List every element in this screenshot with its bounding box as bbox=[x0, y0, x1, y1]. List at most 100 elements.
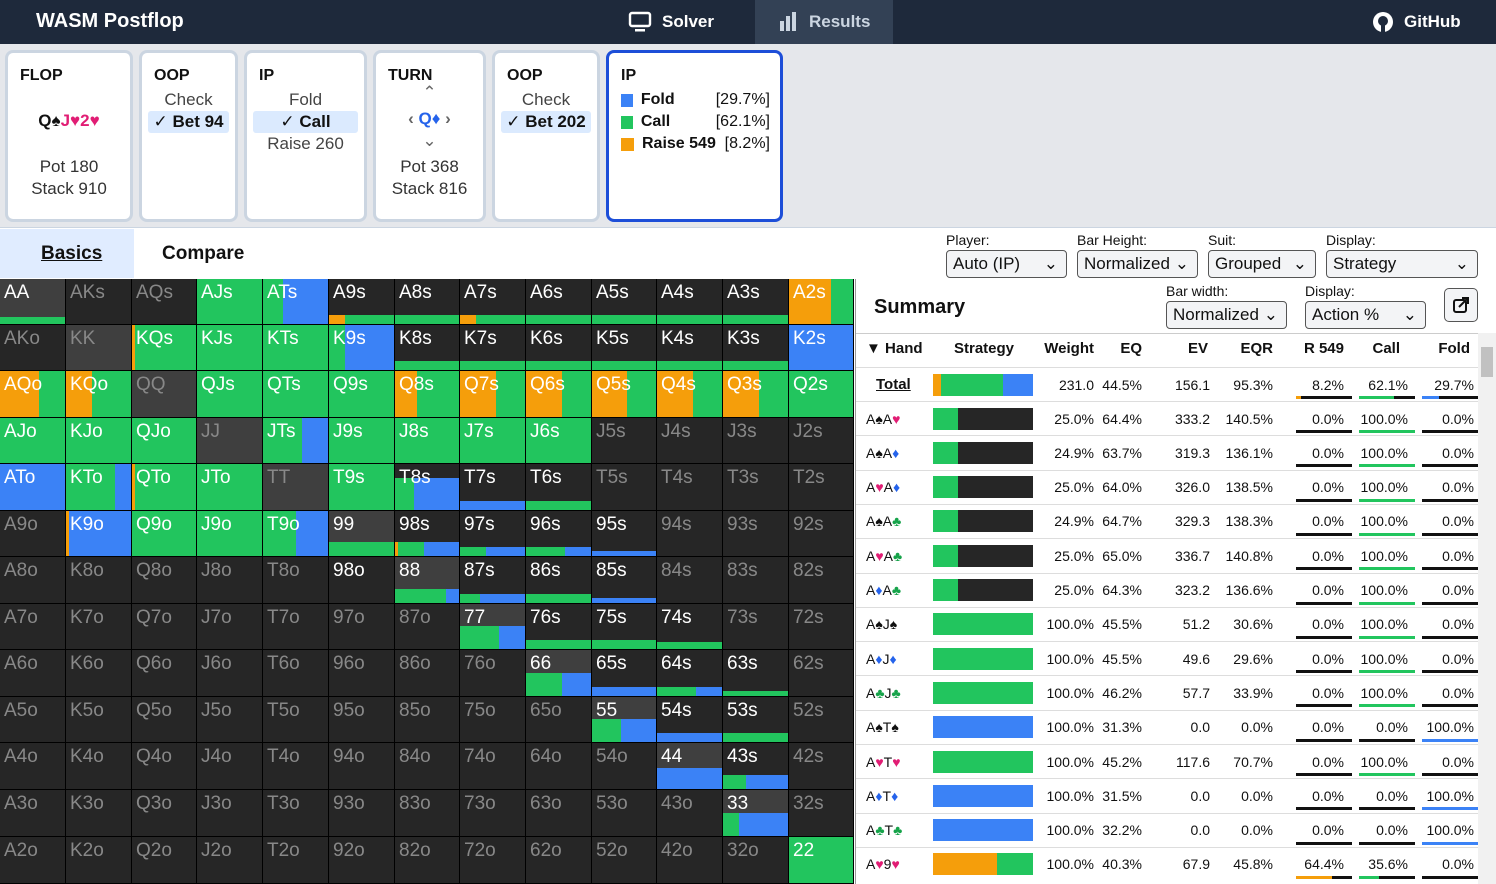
hand-cell[interactable]: Q6s bbox=[526, 371, 591, 417]
hand-cell[interactable]: 86o bbox=[395, 650, 459, 696]
hand-cell[interactable]: AJs bbox=[197, 279, 262, 324]
hand-cell[interactable]: KTs bbox=[263, 325, 328, 370]
table-row[interactable]: A ♠ T ♠ 100.0% 31.3% 0.0 0.0% 0.0% 0.0% 100… bbox=[856, 709, 1479, 744]
total-row[interactable]: Total 231.0 44.5% 156.1 95.3% 8.2% 62.1%… bbox=[856, 367, 1479, 401]
hand-cell[interactable]: 94s bbox=[657, 511, 722, 556]
hand-cell[interactable]: 43o bbox=[657, 790, 722, 836]
hand-cell[interactable]: 66 bbox=[526, 650, 591, 696]
hand-cell[interactable]: T3s bbox=[723, 464, 788, 510]
hand-cell[interactable]: T8o bbox=[263, 557, 328, 603]
col-r549[interactable]: R 549 bbox=[1303, 340, 1344, 357]
hand-cell[interactable]: A6o bbox=[0, 650, 65, 696]
hand-cell[interactable]: 84o bbox=[395, 743, 459, 789]
hand-cell[interactable]: AQo bbox=[0, 371, 65, 417]
display-select[interactable]: Strategy ⌄ bbox=[1326, 250, 1478, 278]
hand-cell[interactable]: 87s bbox=[460, 557, 525, 603]
action-call[interactable]: Call [62.1%] bbox=[621, 111, 770, 133]
node-flop[interactable]: FLOP Q♠J♥2♥ Pot 180 Stack 910 bbox=[5, 50, 133, 222]
hand-cell[interactable]: KQo bbox=[66, 371, 131, 417]
hand-cell[interactable]: 85s bbox=[592, 557, 656, 603]
hand-cell[interactable]: A7o bbox=[0, 604, 65, 649]
hand-cell[interactable]: K4o bbox=[66, 743, 131, 789]
hand-cell[interactable]: 55 bbox=[592, 697, 656, 742]
suit-select[interactable]: Grouped ⌄ bbox=[1208, 250, 1316, 278]
hand-cell[interactable]: 94o bbox=[329, 743, 394, 789]
hand-cell[interactable]: J5s bbox=[592, 418, 656, 463]
hand-cell[interactable]: T9s bbox=[329, 464, 394, 510]
hand-cell[interactable]: J3s bbox=[723, 418, 788, 463]
player-select[interactable]: Auto (IP) ⌄ bbox=[946, 250, 1067, 278]
hand-cell[interactable]: A9o bbox=[0, 511, 65, 556]
hand-cell[interactable]: KTo bbox=[66, 464, 131, 510]
hand-cell[interactable]: JTs bbox=[263, 418, 328, 463]
hand-cell[interactable]: AKs bbox=[66, 279, 131, 324]
hand-cell[interactable]: J4o bbox=[197, 743, 262, 789]
hand-cell[interactable]: JTo bbox=[197, 464, 262, 510]
hand-cell[interactable]: A3s bbox=[723, 279, 788, 324]
hand-cell[interactable]: 99 bbox=[329, 511, 394, 556]
hand-cell[interactable]: J6s bbox=[526, 418, 591, 463]
hand-cell[interactable]: T8s bbox=[395, 464, 459, 510]
hand-cell[interactable]: J9o bbox=[197, 511, 262, 556]
hand-cell[interactable]: A4o bbox=[0, 743, 65, 789]
hand-cell[interactable]: 82o bbox=[395, 837, 459, 883]
hand-cell[interactable]: Q8s bbox=[395, 371, 459, 417]
hand-cell[interactable]: Q6o bbox=[132, 650, 196, 696]
hand-cell[interactable]: 93o bbox=[329, 790, 394, 836]
hand-cell[interactable]: 96s bbox=[526, 511, 591, 556]
hand-cell[interactable]: J5o bbox=[197, 697, 262, 742]
hand-cell[interactable]: AQs bbox=[132, 279, 196, 324]
hand-cell[interactable]: 32o bbox=[723, 837, 788, 883]
hand-cell[interactable]: 63s bbox=[723, 650, 788, 696]
hand-cell[interactable]: K3o bbox=[66, 790, 131, 836]
action-call[interactable]: ✓ Call bbox=[253, 111, 358, 133]
hand-cell[interactable]: 53s bbox=[723, 697, 788, 742]
hand-cell[interactable]: QTo bbox=[132, 464, 196, 510]
hand-cell[interactable]: J2o bbox=[197, 837, 262, 883]
hand-cell[interactable]: J7s bbox=[460, 418, 525, 463]
hand-cell[interactable]: A2s bbox=[789, 279, 853, 324]
hand-cell[interactable]: 96o bbox=[329, 650, 394, 696]
hand-cell[interactable]: Q4o bbox=[132, 743, 196, 789]
hand-cell[interactable]: 64o bbox=[526, 743, 591, 789]
hand-cell[interactable]: Q5s bbox=[592, 371, 656, 417]
hand-cell[interactable]: T2o bbox=[263, 837, 328, 883]
table-row[interactable]: A ♦ A ♣ 25.0% 64.3% 323.2 136.6% 0.0% 100.0… bbox=[856, 572, 1479, 607]
display2-select[interactable]: Action % ⌄ bbox=[1305, 301, 1426, 329]
action-raise[interactable]: Raise 260 bbox=[267, 134, 344, 153]
hand-cell[interactable]: K4s bbox=[657, 325, 722, 370]
hand-cell[interactable]: A8o bbox=[0, 557, 65, 603]
hand-cell[interactable]: KK bbox=[66, 325, 131, 370]
hand-cell[interactable]: 65o bbox=[526, 697, 591, 742]
hand-cell[interactable]: Q4s bbox=[657, 371, 722, 417]
hand-cell[interactable]: JJ bbox=[197, 418, 262, 463]
hand-cell[interactable]: A7s bbox=[460, 279, 525, 324]
hand-cell[interactable]: KJs bbox=[197, 325, 262, 370]
hand-cell[interactable]: Q8o bbox=[132, 557, 196, 603]
hand-cell[interactable]: 74o bbox=[460, 743, 525, 789]
hand-cell[interactable]: 73o bbox=[460, 790, 525, 836]
chevron-up-icon[interactable]: ⌃ bbox=[422, 83, 437, 102]
table-row[interactable]: A ♠ A ♥ 25.0% 64.4% 333.2 140.5% 0.0% 100.0… bbox=[856, 401, 1479, 435]
hand-cell[interactable]: 22 bbox=[789, 837, 853, 883]
hand-cell[interactable]: 62o bbox=[526, 837, 591, 883]
hand-cell[interactable]: 73s bbox=[723, 604, 788, 649]
hand-cell[interactable]: 87o bbox=[395, 604, 459, 649]
scrollbar[interactable] bbox=[1478, 333, 1496, 884]
hand-cell[interactable]: 72o bbox=[460, 837, 525, 883]
hand-cell[interactable]: 75o bbox=[460, 697, 525, 742]
hand-cell[interactable]: K5s bbox=[592, 325, 656, 370]
hand-cell[interactable]: 97o bbox=[329, 604, 394, 649]
hand-cell[interactable]: K2s bbox=[789, 325, 853, 370]
hand-cell[interactable]: 64s bbox=[657, 650, 722, 696]
hand-cell[interactable]: J8o bbox=[197, 557, 262, 603]
hand-cell[interactable]: K6s bbox=[526, 325, 591, 370]
hand-cell[interactable]: Q9s bbox=[329, 371, 394, 417]
hand-cell[interactable]: A5s bbox=[592, 279, 656, 324]
chevron-down-icon[interactable]: ⌄ bbox=[422, 131, 437, 150]
col-weight[interactable]: Weight bbox=[1044, 340, 1094, 357]
hand-cell[interactable]: 98o bbox=[329, 557, 394, 603]
hand-cell[interactable]: A2o bbox=[0, 837, 65, 883]
hand-cell[interactable]: A3o bbox=[0, 790, 65, 836]
hand-cell[interactable]: 77 bbox=[460, 604, 525, 649]
